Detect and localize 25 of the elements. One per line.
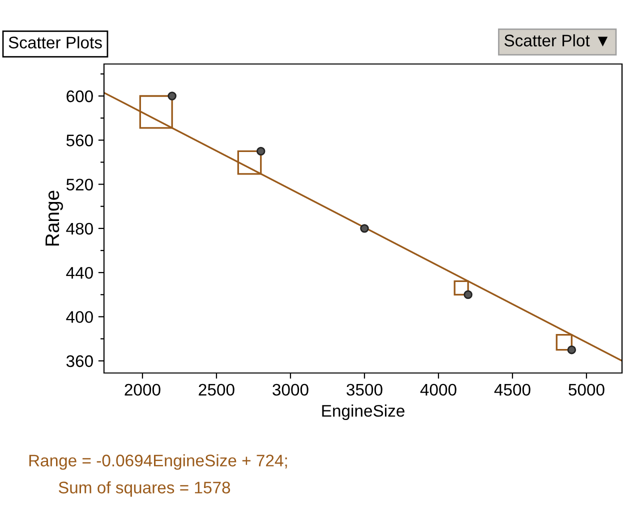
point (567, 345, 576, 354)
x-tick-label: 2500 (198, 384, 234, 396)
y-tick-label: 480 (66, 222, 93, 235)
x-tick-label: 2000 (124, 384, 160, 396)
point (360, 224, 369, 233)
x-tick-label: 4000 (420, 384, 456, 396)
y-tick-label: 440 (66, 266, 93, 279)
x-tick-label: 3500 (346, 384, 382, 396)
y-tick-label: 560 (66, 134, 93, 146)
x-axis-title: EngineSize (322, 404, 404, 420)
x-tick-label: 3000 (272, 384, 308, 396)
x-tick-label: 5000 (568, 384, 604, 396)
x-tick-label: 4500 (494, 384, 530, 396)
y-tick-label: 400 (66, 311, 93, 323)
y-tick-label: 600 (66, 90, 93, 102)
point (168, 92, 176, 100)
text: Sum of squares = 1578 (58, 481, 230, 497)
text: Scatter Plot ▼ (504, 34, 608, 47)
chart-title: Scatter Plots (8, 36, 102, 48)
point (256, 146, 266, 156)
y-axis-title: Range (46, 190, 63, 246)
y-tick-label: 520 (66, 178, 93, 190)
text: Range = -0.0694EngineSize + 724; (29, 454, 287, 470)
point (464, 290, 472, 300)
y-tick-label: 360 (66, 355, 93, 368)
